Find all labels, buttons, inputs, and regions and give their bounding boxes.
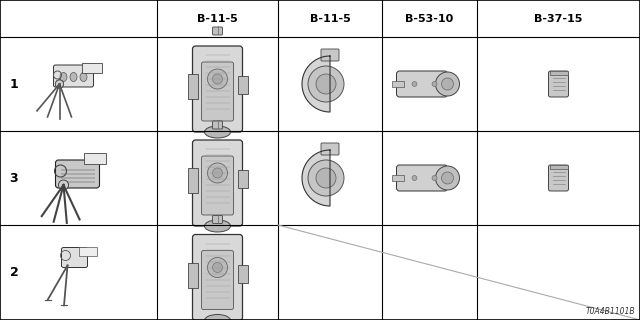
Circle shape: [432, 82, 437, 86]
Bar: [188, 74, 198, 99]
Ellipse shape: [70, 73, 77, 82]
FancyBboxPatch shape: [212, 215, 223, 223]
Circle shape: [442, 172, 454, 184]
Text: B-11-5: B-11-5: [310, 13, 350, 23]
Circle shape: [58, 180, 68, 190]
FancyBboxPatch shape: [193, 235, 243, 320]
Text: 2: 2: [10, 266, 19, 279]
Ellipse shape: [205, 126, 230, 138]
Circle shape: [56, 80, 63, 88]
Circle shape: [435, 72, 460, 96]
FancyBboxPatch shape: [202, 62, 234, 121]
Ellipse shape: [205, 315, 230, 320]
Text: B-53-10: B-53-10: [405, 13, 454, 23]
Circle shape: [316, 168, 336, 188]
FancyBboxPatch shape: [193, 46, 243, 132]
Bar: [237, 76, 248, 94]
FancyBboxPatch shape: [202, 251, 234, 309]
Bar: [79, 246, 97, 255]
Text: T0A4B1101B: T0A4B1101B: [586, 307, 635, 316]
Bar: [83, 153, 106, 164]
Circle shape: [212, 168, 223, 178]
Circle shape: [316, 74, 336, 94]
Circle shape: [412, 175, 417, 180]
Circle shape: [56, 80, 63, 88]
FancyBboxPatch shape: [61, 247, 88, 268]
FancyBboxPatch shape: [397, 71, 447, 97]
Ellipse shape: [205, 220, 230, 232]
FancyBboxPatch shape: [321, 143, 339, 155]
Circle shape: [308, 66, 344, 102]
FancyBboxPatch shape: [54, 65, 93, 87]
Circle shape: [56, 80, 63, 88]
FancyBboxPatch shape: [212, 27, 223, 35]
FancyBboxPatch shape: [321, 49, 339, 61]
Bar: [237, 265, 248, 283]
Circle shape: [308, 160, 344, 196]
Circle shape: [442, 78, 454, 90]
Bar: [550, 71, 568, 75]
FancyBboxPatch shape: [548, 165, 568, 191]
Circle shape: [435, 166, 460, 190]
Circle shape: [212, 262, 223, 273]
FancyBboxPatch shape: [548, 71, 568, 97]
FancyBboxPatch shape: [193, 140, 243, 226]
Bar: [61, 177, 95, 179]
Bar: [61, 181, 95, 183]
Bar: [61, 169, 95, 171]
FancyBboxPatch shape: [56, 160, 99, 188]
FancyBboxPatch shape: [397, 165, 447, 191]
Text: 3: 3: [10, 172, 19, 185]
Text: B-11-5: B-11-5: [197, 13, 238, 23]
Circle shape: [207, 163, 227, 183]
FancyBboxPatch shape: [202, 156, 234, 215]
Text: 1: 1: [10, 77, 19, 91]
Circle shape: [212, 74, 223, 84]
Polygon shape: [302, 56, 330, 112]
Polygon shape: [302, 150, 330, 206]
Bar: [392, 81, 403, 87]
Bar: [81, 63, 102, 73]
Text: B-37-15: B-37-15: [534, 13, 582, 23]
Bar: [188, 168, 198, 193]
Circle shape: [412, 82, 417, 86]
FancyBboxPatch shape: [212, 121, 223, 129]
Bar: [188, 262, 198, 287]
Circle shape: [56, 80, 63, 88]
Bar: [550, 165, 568, 169]
Bar: [61, 173, 95, 175]
Bar: [392, 175, 403, 181]
Circle shape: [207, 69, 227, 89]
Ellipse shape: [60, 73, 67, 82]
Ellipse shape: [80, 73, 87, 82]
Circle shape: [432, 175, 437, 180]
Bar: [237, 170, 248, 188]
Circle shape: [207, 258, 227, 277]
